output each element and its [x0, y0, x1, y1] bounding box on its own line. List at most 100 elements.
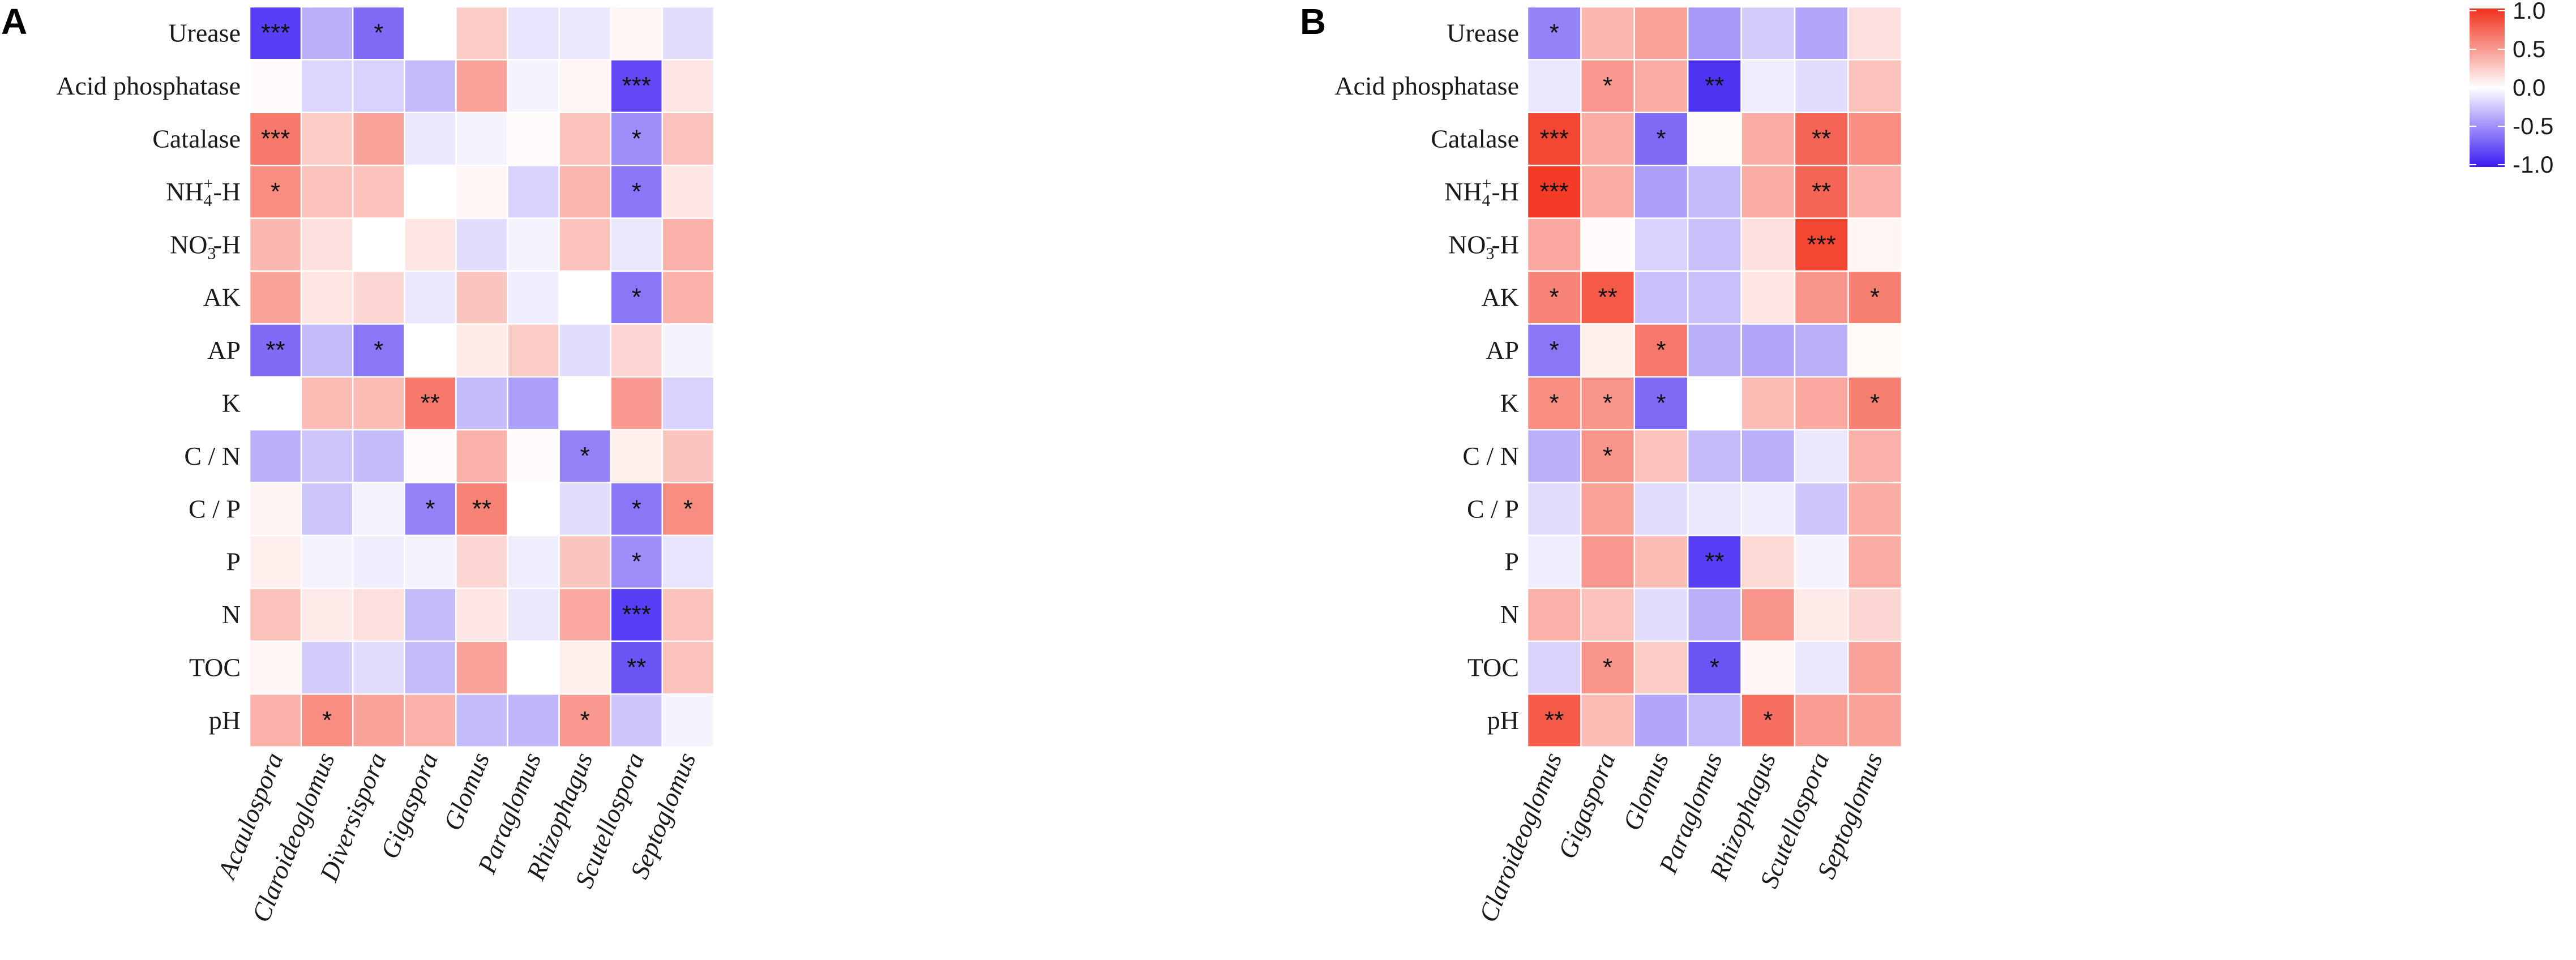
- heatmap-cell-acid-phosphatase-gigaspora: [404, 59, 457, 114]
- heatmap-cell-urease-gigaspora: [1580, 6, 1636, 61]
- heatmap-cell-k-rhizophagus: [1740, 376, 1796, 431]
- heatmap-cell-c-p-glomus: [1633, 482, 1689, 537]
- significance-marker: **: [1544, 706, 1564, 734]
- row-label-urease: Urease: [1447, 19, 1519, 48]
- heatmap-cell-nh4-h-paraglomus: [1687, 164, 1742, 219]
- heatmap-cell-p-diversispora: [352, 534, 405, 589]
- heatmap-cell-c-p-claroideoglomus: [300, 482, 354, 537]
- heatmap-cell-nh4-h-septoglomus: [661, 164, 715, 219]
- heatmap-cell-c-p-gigaspora: [1580, 482, 1636, 537]
- heatmap-cell-acid-phosphatase-rhizophagus: [1740, 59, 1796, 114]
- row-label-c-n: C / N: [1462, 442, 1519, 470]
- heatmap-cell-catalase-septoglomus: [1847, 112, 1903, 166]
- row-label-nh4-h: NH4+-H: [166, 174, 241, 210]
- heatmap-cell-urease-paraglomus: [507, 6, 560, 61]
- heatmap-cell-urease-glomus: [455, 6, 508, 61]
- heatmap-cell-c-p-septoglomus: [661, 482, 715, 537]
- row-label-c-p: C / P: [189, 494, 241, 523]
- heatmap-cell-urease-rhizophagus: [1740, 6, 1796, 61]
- heatmap-cell-catalase-glomus: [455, 112, 508, 166]
- heatmap-cell-c-p-diversispora: [352, 482, 405, 537]
- heatmap-cell-c-n-septoglomus: [661, 428, 715, 483]
- row-label-c-p: C / P: [1467, 494, 1519, 523]
- heatmap-cell-ph-rhizophagus: [558, 693, 611, 748]
- heatmap-cell-n-gigaspora: [404, 588, 457, 642]
- heatmap-cell-k-scutellospora: [1794, 376, 1849, 431]
- heatmap-cell-acid-phosphatase-diversispora: [352, 59, 405, 114]
- heatmap-cell-acid-phosphatase-glomus: [1633, 59, 1689, 114]
- heatmap-cell-ap-gigaspora: [1580, 323, 1636, 378]
- heatmap-cell-c-p-rhizophagus: [1740, 482, 1796, 537]
- heatmap-cell-c-p-glomus: [455, 482, 508, 537]
- column-label-glomus: Glomus: [438, 748, 495, 834]
- heatmap-cell-c-n-rhizophagus: [1740, 428, 1796, 483]
- heatmap-cell-ph-paraglomus: [507, 693, 560, 748]
- row-label-k: K: [222, 389, 241, 418]
- heatmap-cell-p-paraglomus: [507, 534, 560, 589]
- heatmap-cell-c-n-scutellospora: [610, 428, 664, 483]
- heatmap-cell-c-n-scutellospora: [1794, 428, 1849, 483]
- row-label-ap: AP: [207, 336, 241, 365]
- heatmap-cell-nh4-h-acaulospora: [249, 164, 302, 219]
- significance-marker: *: [632, 125, 641, 153]
- row-label-no3-h: NO3--H: [170, 227, 241, 263]
- row-label-acid-phosphatase: Acid phosphatase: [56, 71, 241, 100]
- heatmap-cell-ap-scutellospora: [1794, 323, 1849, 378]
- significance-marker: *: [374, 19, 383, 47]
- row-label-ak: AK: [203, 283, 241, 312]
- heatmap-cell-acid-phosphatase-claroideoglomus: [1526, 59, 1582, 114]
- heatmap-cell-c-p-claroideoglomus: [1526, 482, 1582, 537]
- heatmap-cell-urease-scutellospora: [1794, 6, 1849, 61]
- legend-tick-label: -1.0: [2513, 151, 2553, 178]
- row-label-catalase: Catalase: [1431, 125, 1519, 153]
- heatmap-cell-n-diversispora: [352, 588, 405, 642]
- heatmap-cell-no3-h-claroideoglomus: [1526, 217, 1582, 272]
- significance-marker: *: [632, 548, 641, 576]
- heatmap-cell-ph-claroideoglomus: [1526, 693, 1582, 748]
- significance-marker: *: [1656, 125, 1666, 153]
- heatmap-cell-n-rhizophagus: [558, 588, 611, 642]
- heatmap-cell-ak-paraglomus: [507, 270, 560, 325]
- significance-marker: *: [1550, 284, 1559, 311]
- heatmap-cell-urease-septoglomus: [661, 6, 715, 61]
- heatmap-cell-ap-septoglomus: [661, 323, 715, 378]
- heatmap-cell-acid-phosphatase-septoglomus: [661, 59, 715, 114]
- heatmap-cell-acid-phosphatase-paraglomus: [1687, 59, 1742, 114]
- legend-tick-label: 0.0: [2513, 74, 2545, 101]
- heatmap-cell-k-scutellospora: [610, 376, 664, 431]
- significance-marker: *: [632, 284, 641, 311]
- row-label-k: K: [1500, 389, 1519, 418]
- heatmap-cell-ak-septoglomus: [661, 270, 715, 325]
- heatmap-cell-ph-glomus: [455, 693, 508, 748]
- heatmap-cell-ph-rhizophagus: [1740, 693, 1796, 748]
- significance-marker: *: [271, 178, 280, 205]
- column-label-claroideoglomus: Claroideoglomus: [1473, 748, 1567, 926]
- significance-marker: *: [1870, 284, 1880, 311]
- heatmap-cell-urease-scutellospora: [610, 6, 664, 61]
- significance-marker: ***: [1540, 178, 1569, 205]
- significance-marker: *: [1603, 442, 1612, 470]
- heatmap-cell-c-p-septoglomus: [1847, 482, 1903, 537]
- heatmap-cell-p-paraglomus: [1687, 534, 1742, 589]
- significance-marker: **: [421, 389, 440, 417]
- heatmap-cell-ph-scutellospora: [1794, 693, 1849, 748]
- significance-marker: ***: [1540, 125, 1569, 153]
- heatmap-cell-ap-rhizophagus: [1740, 323, 1796, 378]
- heatmap-cell-acid-phosphatase-paraglomus: [507, 59, 560, 114]
- heatmap-cell-ak-acaulospora: [249, 270, 302, 325]
- heatmap-cell-acid-phosphatase-glomus: [455, 59, 508, 114]
- heatmap-cell-n-acaulospora: [249, 588, 302, 642]
- heatmap-cell-ap-claroideoglomus: [300, 323, 354, 378]
- heatmap-cell-ak-claroideoglomus: [300, 270, 354, 325]
- heatmap-cell-ph-septoglomus: [1847, 693, 1903, 748]
- heatmap-cell-ak-glomus: [1633, 270, 1689, 325]
- heatmap-cell-ap-paraglomus: [1687, 323, 1742, 378]
- row-label-p: P: [226, 547, 241, 576]
- significance-marker: ***: [622, 72, 651, 100]
- significance-marker: **: [1812, 178, 1831, 205]
- heatmap-panel-a: A *** ******* ** **** ***** ** * ******** *Urease…: [1, 1, 715, 926]
- heatmap-cell-ph-glomus: [1633, 693, 1689, 748]
- significance-marker: *: [1710, 654, 1719, 682]
- heatmap-cell-urease-diversispora: [352, 6, 405, 61]
- heatmap-cell-acid-phosphatase-rhizophagus: [558, 59, 611, 114]
